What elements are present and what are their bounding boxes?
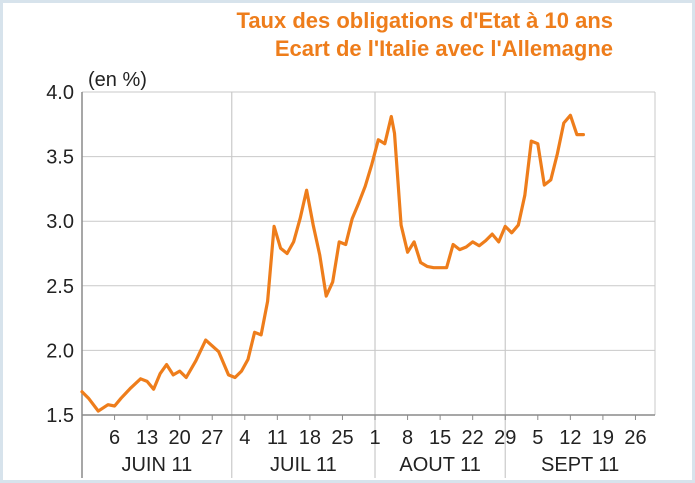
x-tick-label: 6 [109, 427, 120, 449]
spread-series-line [80, 113, 586, 413]
y-axis-label: (en %) [88, 69, 147, 91]
y-tick-label: 3.0 [46, 211, 74, 233]
series-layer [80, 113, 586, 413]
month-label: JUIL 11 [270, 454, 337, 476]
month-label: JUIN 11 [121, 454, 192, 476]
x-tick-label: 11 [267, 427, 288, 449]
x-tick-label: 29 [494, 427, 516, 449]
x-tick-label: 26 [624, 427, 646, 449]
x-tick-label: 25 [331, 427, 353, 449]
x-tick-label: 1 [369, 427, 380, 449]
y-tick-label: 4.0 [46, 82, 74, 104]
grid-layer [82, 91, 656, 478]
chart-title-line-2: Ecart de l'Italie avec l'Allemagne [274, 36, 613, 61]
x-tick-label: 5 [532, 427, 543, 449]
axis-layer: 1.5 2.0 2.5 3.0 3.5 4.0 JUIN 11 JUIL 11 AOUT 11 S… [46, 82, 655, 478]
y-tick-label: 3.5 [46, 147, 74, 169]
month-label: SEPT 11 [541, 454, 619, 476]
x-tick-label: 22 [462, 427, 484, 449]
x-tick-label: 18 [299, 427, 321, 449]
x-tick-label: 19 [592, 427, 614, 449]
chart-title-line-1: Taux des obligations d'Etat à 10 ans [236, 8, 613, 33]
x-tick-label: 13 [136, 427, 158, 449]
x-tick-label: 8 [402, 427, 413, 449]
y-tick-label: 1.5 [46, 405, 74, 427]
x-tick-label: 4 [239, 427, 250, 449]
y-tick-label: 2.5 [46, 276, 74, 298]
month-label: AOUT 11 [399, 454, 481, 476]
x-tick-label: 15 [429, 427, 451, 449]
x-tick-label: 20 [169, 427, 191, 449]
y-tick-label: 2.0 [46, 340, 74, 362]
x-tick-label: 12 [559, 427, 581, 449]
x-tick-label: 27 [201, 427, 223, 449]
